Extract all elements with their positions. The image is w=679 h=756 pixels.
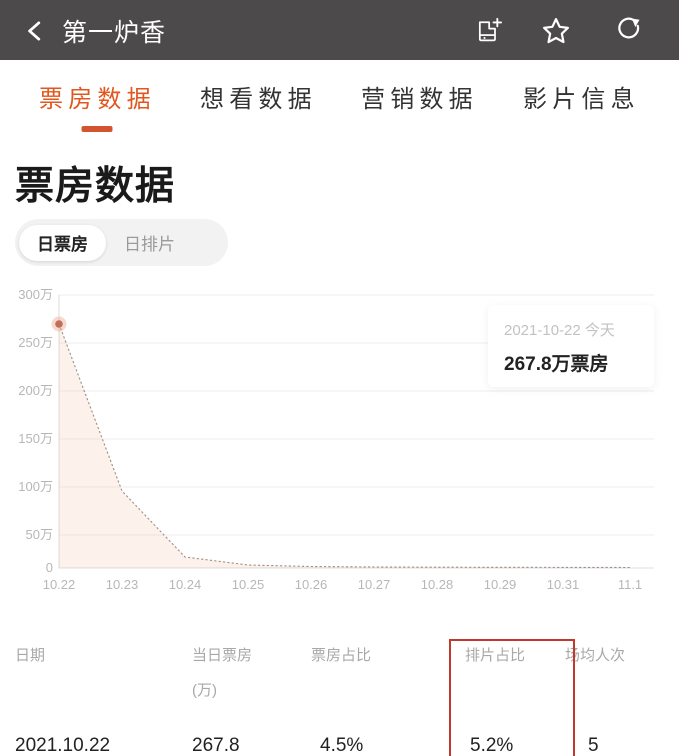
svg-text:0: 0 xyxy=(46,560,53,575)
svg-text:10.28: 10.28 xyxy=(421,577,454,592)
svg-text:10.24: 10.24 xyxy=(169,577,202,592)
svg-text:150万: 150万 xyxy=(18,431,53,446)
svg-text:10.22: 10.22 xyxy=(43,577,76,592)
svg-text:100万: 100万 xyxy=(18,479,53,494)
svg-text:50万: 50万 xyxy=(26,527,53,542)
svg-text:10.23: 10.23 xyxy=(106,577,139,592)
svg-text:300万: 300万 xyxy=(18,287,53,302)
svg-text:11.1: 11.1 xyxy=(618,577,642,592)
svg-text:10.31: 10.31 xyxy=(547,577,580,592)
svg-text:10.29: 10.29 xyxy=(484,577,517,592)
svg-text:250万: 250万 xyxy=(18,335,53,350)
svg-text:200万: 200万 xyxy=(18,383,53,398)
svg-text:10.27: 10.27 xyxy=(358,577,391,592)
svg-text:10.25: 10.25 xyxy=(232,577,265,592)
svg-text:10.26: 10.26 xyxy=(295,577,328,592)
